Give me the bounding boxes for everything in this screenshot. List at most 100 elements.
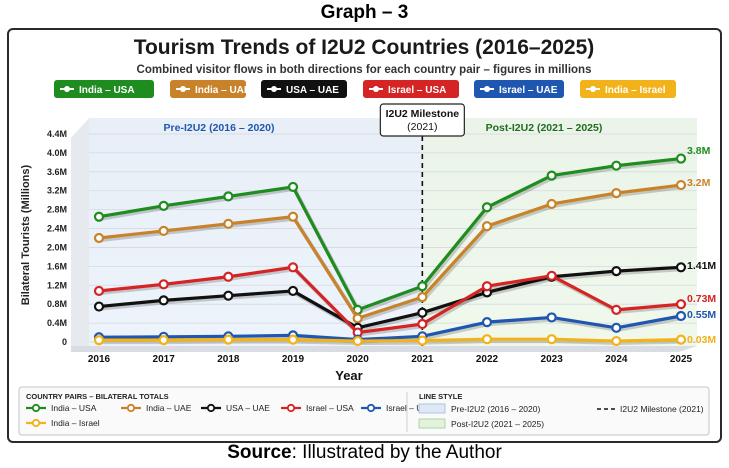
legend-dot-marker xyxy=(180,86,186,92)
x-tick-label: 2017 xyxy=(153,354,176,365)
pre-period-label: Pre-I2U2 (2016 – 2020) xyxy=(164,122,275,134)
series-line-india_israel xyxy=(99,337,682,343)
series-line-india_uae xyxy=(98,183,682,320)
legend-dot-marker xyxy=(31,418,41,428)
y-tick-label: 4.4M xyxy=(47,129,67,139)
data-point-india_uae xyxy=(352,313,363,324)
data-point-india_israel xyxy=(352,335,363,347)
series-line-india_usa xyxy=(98,156,682,312)
milestone-label-line2: (2021) xyxy=(407,121,437,133)
data-point-india_israel xyxy=(158,335,169,346)
data-point-india_uae xyxy=(287,211,299,222)
legend-dot-marker xyxy=(286,403,296,413)
post-period-label: Post-I2U2 (2021 – 2025) xyxy=(486,122,603,134)
data-point-israel_usa xyxy=(93,285,105,297)
data-point-israel_uae xyxy=(611,322,622,333)
end-value-labels: 3.8M 3.2M 1.41M 0.73M 0.55M 0.03M xyxy=(687,145,716,346)
y-tick-label: 1.2M xyxy=(47,280,67,290)
series-line-usa_uae xyxy=(98,265,682,330)
legend-pill xyxy=(261,80,347,98)
line-chart: Tourism Trends of I2U2 Countries (2016–2… xyxy=(18,36,716,436)
y-tick-label: 0 xyxy=(62,337,67,347)
data-point-india_israel xyxy=(675,334,687,345)
chart-panel: Tourism Trends of I2U2 Countries (2016–2… xyxy=(7,28,722,443)
data-point-india_usa xyxy=(417,281,428,292)
x-tick-label: 2016 xyxy=(88,354,111,365)
data-point-israel_usa xyxy=(675,299,687,310)
legend-label: India – USA xyxy=(79,85,135,96)
legend-dot-marker xyxy=(590,86,596,92)
legend-label: India – Israel xyxy=(51,418,100,428)
end-label-india_israel: 0.03M xyxy=(687,334,716,346)
series-line-israel_usa xyxy=(98,265,682,335)
y-tick-label: 4.0M xyxy=(47,148,67,158)
y-tick-label: 2.0M xyxy=(47,242,67,252)
data-point-israel_uae xyxy=(675,310,687,322)
pre-swatch xyxy=(418,403,446,414)
data-point-israel_uae xyxy=(546,312,557,323)
series-shadow-india_israel xyxy=(100,339,683,346)
data-point-israel_usa xyxy=(481,281,493,292)
data-point-india_uae xyxy=(611,187,622,199)
data-point-india_israel xyxy=(417,335,428,346)
end-label-india_usa: 3.8M xyxy=(687,145,711,157)
y-tick-label: 3.6M xyxy=(47,167,67,177)
legend-dot-marker xyxy=(366,403,376,413)
milestone-legend-label: I2U2 Milestone (2021) xyxy=(620,404,704,414)
source-label: Source xyxy=(227,442,292,463)
legend-label: Israel – UAE xyxy=(386,403,434,413)
data-point-india_usa xyxy=(158,200,169,211)
source-text: : Illustrated by the Author xyxy=(291,442,502,463)
legend-label: USA – UAE xyxy=(226,403,270,413)
x-tick-label: 2019 xyxy=(282,354,305,365)
milestone-callout: I2U2 Milestone (2021) xyxy=(379,103,465,137)
top-legend-item-usa_uae: USA – UAE xyxy=(261,80,347,98)
data-point-india_israel xyxy=(93,335,105,346)
x-tick-label: 2023 xyxy=(541,354,564,365)
x-tick-label: 2022 xyxy=(476,354,499,365)
legend-label: USA – UAE xyxy=(286,85,339,96)
legend-pill xyxy=(54,80,154,98)
top-legend-item-india_usa: India – USA xyxy=(54,80,154,98)
data-point-india_usa xyxy=(223,191,234,202)
data-point-usa_uae xyxy=(611,265,622,277)
legend-label: India – Israel xyxy=(605,85,666,96)
x-tick-label: 2024 xyxy=(605,354,628,365)
bottom-legend-item-india_uae: India – UAE xyxy=(121,403,192,413)
data-point-india_israel xyxy=(611,335,622,347)
data-point-israel_uae xyxy=(481,317,493,328)
data-point-india_uae xyxy=(481,221,493,232)
legend-dot-marker xyxy=(373,86,379,92)
data-point-india_usa xyxy=(546,170,557,181)
series-lines xyxy=(93,153,687,347)
top-legend: India – USA India – UAE USA – UAE Israel – … xyxy=(54,80,676,98)
x-tick-labels: 2016 2017 2018 2019 2020 2021 2022 2023 2024 2025 xyxy=(88,354,693,365)
data-point-israel_usa xyxy=(611,304,622,315)
legend-dot-marker xyxy=(484,86,490,92)
data-point-india_uae xyxy=(417,291,428,303)
data-point-usa_uae xyxy=(223,290,234,301)
end-label-israel_usa: 0.73M xyxy=(687,293,716,305)
data-point-usa_uae xyxy=(287,285,299,297)
milestone-label-line1: I2U2 Milestone xyxy=(386,108,460,120)
end-label-usa_uae: 1.41M xyxy=(687,260,716,272)
series-shadow-usa_uae xyxy=(100,267,683,332)
bottom-legend-item-usa_uae: USA – UAE xyxy=(201,403,270,413)
data-point-india_usa xyxy=(481,202,493,213)
end-label-india_uae: 3.2M xyxy=(687,177,711,189)
y-tick-label: 0.8M xyxy=(47,299,67,309)
x-tick-label: 2025 xyxy=(670,354,693,365)
data-point-usa_uae xyxy=(158,295,169,306)
legend-pill xyxy=(170,80,246,98)
x-tick-label: 2021 xyxy=(411,354,434,365)
pairs-legend-items: India – USA India – UAE USA – UAE Israel – … xyxy=(26,403,434,428)
legend-dot-marker xyxy=(126,403,136,413)
top-legend-item-india_israel: India – Israel xyxy=(580,80,676,98)
legend-pill xyxy=(363,80,459,98)
data-point-india_usa xyxy=(611,160,622,171)
data-point-usa_uae xyxy=(93,301,105,312)
data-point-israel_usa xyxy=(223,271,234,282)
legend-dot-marker xyxy=(64,86,70,92)
legend-label: India – UAE xyxy=(146,403,192,413)
top-legend-item-israel_usa: Israel – USA xyxy=(363,80,459,98)
